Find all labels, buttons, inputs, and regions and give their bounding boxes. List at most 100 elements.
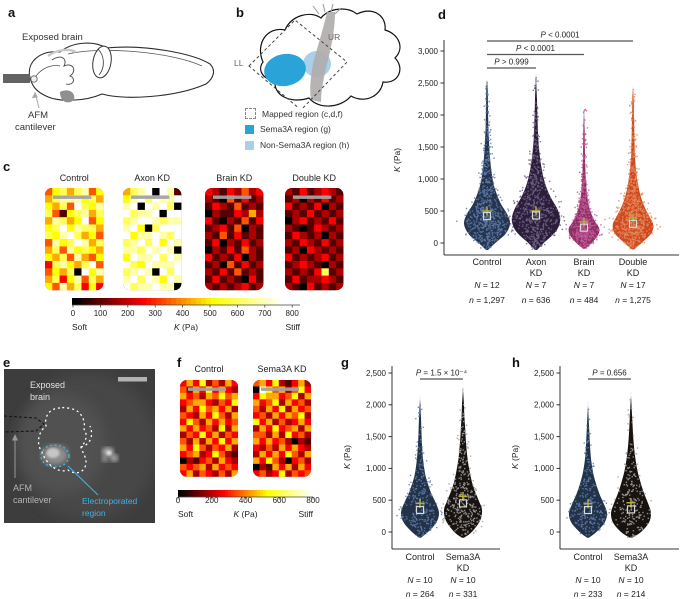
legend-row-non-sema3a: Non-Sema3A region (h) bbox=[245, 140, 349, 150]
colorbar-unit-label: K (Pa) bbox=[233, 509, 257, 519]
mapped-region-outline bbox=[248, 19, 348, 111]
heatmap-brain-kd bbox=[205, 188, 264, 291]
median-marker bbox=[415, 505, 425, 515]
legend-label: Sema3A region (g) bbox=[260, 124, 331, 134]
y-axis-label: K (Pa) bbox=[342, 445, 352, 469]
y-tick-label: 500 bbox=[425, 207, 439, 216]
brain-highlight bbox=[47, 48, 77, 57]
colorbar-soft-label: Soft bbox=[178, 509, 194, 519]
p-value-label: P = 1.5 × 10⁻⁴ bbox=[416, 369, 468, 378]
category-label: KD bbox=[457, 563, 470, 573]
p-value-label: P > 0.999 bbox=[494, 58, 529, 67]
panel-c-content: Control Axon KD Brain KD Double KD 0 100 200 30… bbox=[45, 173, 344, 332]
median-marker bbox=[531, 211, 541, 220]
violin-brain-kd bbox=[565, 106, 603, 249]
mapped-region-swatch bbox=[245, 108, 256, 119]
tract-fan-lines bbox=[312, 3, 342, 15]
afm-arrow-head bbox=[31, 92, 38, 99]
category-label: Sema3A bbox=[446, 552, 481, 562]
bright-spot bbox=[109, 454, 119, 462]
optic-tract bbox=[310, 12, 335, 102]
y-tick-label: 1,500 bbox=[418, 143, 439, 152]
tadpole-afm-drawing: Exposed brain AFM cantilever bbox=[3, 32, 215, 133]
heatmap-sema3a-kd bbox=[253, 380, 312, 477]
category-label: Double bbox=[619, 257, 648, 267]
median-marker bbox=[626, 505, 636, 514]
y-axis-label: K (Pa) bbox=[510, 445, 520, 469]
panel-d-violin-plot: 0 500 1,000 1,500 2,000 2,500 3,000 K (Pa) Contr… bbox=[392, 10, 685, 345]
electroporated-label-line1: Electroporated bbox=[82, 496, 138, 506]
scale-bar bbox=[118, 377, 147, 382]
cantilever-dashed-outline bbox=[4, 415, 45, 433]
panel-label-f: f bbox=[177, 355, 182, 370]
scatter-dots bbox=[456, 81, 521, 250]
heatmap-title: Brain KD bbox=[216, 173, 253, 183]
animal-count-label: N = 10 bbox=[450, 575, 476, 585]
colorbar-tick-label: 0 bbox=[71, 309, 76, 318]
colorbar-stiff-label: Stiff bbox=[299, 509, 314, 519]
mean-marker bbox=[531, 206, 541, 216]
panel-label-a: a bbox=[8, 5, 16, 20]
y-tick-label: 1,500 bbox=[366, 432, 387, 441]
brain-glow bbox=[18, 394, 106, 494]
median-marker bbox=[579, 223, 589, 232]
afm-label-line1: AFM bbox=[13, 483, 32, 493]
panel-h-content: 0 500 1,000 1,500 2,000 2,500 K (Pa) Control N =… bbox=[510, 366, 679, 599]
heatmap-control bbox=[45, 188, 104, 291]
measurement-count-label: n = 1,297 bbox=[469, 295, 505, 305]
corner-ll-label: LL bbox=[234, 58, 244, 68]
legend-label: Non-Sema3A region (h) bbox=[260, 140, 350, 150]
non-sema3a-swatch bbox=[245, 140, 254, 150]
category-label: KD bbox=[530, 268, 543, 278]
y-tick-label: 0 bbox=[434, 239, 439, 248]
panel-label-h: h bbox=[512, 355, 520, 370]
body-inner-line bbox=[67, 50, 203, 67]
category-label: Sema3A bbox=[614, 552, 649, 562]
exposed-label-line1: Exposed bbox=[30, 380, 65, 390]
heatmap-title: Control bbox=[195, 364, 224, 374]
violin-control bbox=[566, 402, 617, 538]
sema3a-region bbox=[264, 53, 306, 87]
colorbar-tick-label: 800 bbox=[306, 496, 320, 505]
scatter-dots bbox=[565, 108, 603, 249]
category-label: Control bbox=[472, 257, 501, 267]
scatter-dots bbox=[396, 404, 447, 538]
afm-label-line1: AFM bbox=[28, 110, 48, 121]
colorbar-soft-label: Soft bbox=[72, 322, 88, 332]
violin-axon-kd bbox=[504, 73, 566, 250]
y-tick-label: 1,000 bbox=[534, 464, 555, 473]
bright-spot bbox=[101, 456, 109, 462]
colorbar-tick-label: 600 bbox=[231, 309, 245, 318]
colorbar-unit-label: K (Pa) bbox=[174, 322, 198, 332]
bright-spot-core bbox=[106, 450, 112, 456]
y-tick-label: 0 bbox=[550, 528, 555, 537]
measurement-count-label: n = 1,275 bbox=[615, 295, 651, 305]
animal-count-label: N = 7 bbox=[526, 280, 547, 290]
violin-double-kd bbox=[603, 84, 661, 250]
median-marker bbox=[628, 219, 638, 228]
panel-label-e: e bbox=[3, 355, 11, 370]
afm-label-line2: cantilever bbox=[15, 122, 56, 133]
panel-d-content: 0 500 1,000 1,500 2,000 2,500 3,000 K (Pa) Contr… bbox=[392, 31, 679, 305]
measurement-count-label: n = 484 bbox=[570, 295, 599, 305]
colorbar-tick-label: 400 bbox=[176, 309, 190, 318]
y-tick-label: 3,000 bbox=[418, 47, 439, 56]
legend-label: Mapped region (c,d,f) bbox=[262, 108, 343, 119]
panel-e-micrograph: Exposed brain AFM cantilever Electropora… bbox=[2, 352, 167, 562]
violin-control bbox=[456, 78, 521, 250]
scale-bar bbox=[188, 387, 227, 391]
colorbar-tick-label: 400 bbox=[239, 496, 253, 505]
electroporated-core bbox=[46, 448, 60, 458]
heatmap-double-kd bbox=[285, 188, 344, 291]
category-label: Control bbox=[405, 552, 434, 562]
colorbar-tick-label: 100 bbox=[94, 309, 108, 318]
colorbar-tick-label: 600 bbox=[273, 496, 287, 505]
heatmap-control bbox=[180, 380, 239, 477]
category-label: Axon bbox=[526, 257, 547, 267]
animal-count-label: N = 12 bbox=[474, 280, 500, 290]
colorbar-tick-label: 700 bbox=[258, 309, 272, 318]
scale-bar bbox=[213, 195, 252, 199]
scale-bar bbox=[293, 195, 332, 199]
category-label: Brain bbox=[573, 257, 594, 267]
animal-count-label: N = 10 bbox=[618, 575, 644, 585]
